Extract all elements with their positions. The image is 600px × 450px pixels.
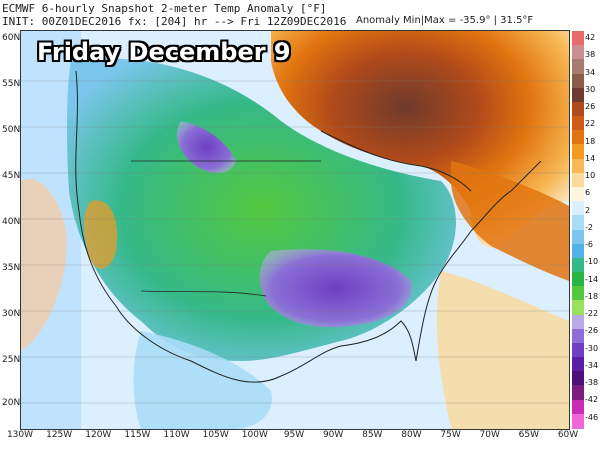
- latitude-label: 30N: [2, 309, 21, 319]
- header-anomaly-range: Anomaly Min|Max = -35.9° | 31.5°F: [356, 15, 534, 26]
- colorbar-swatch: [572, 314, 584, 330]
- colorbar-swatch: [572, 116, 584, 132]
- forecast-day-title: Friday December 9: [37, 38, 291, 66]
- graticule: [21, 80, 569, 404]
- mexico-anomaly: [133, 331, 272, 429]
- colorbar-swatch: [572, 201, 584, 217]
- longitude-label: 100W: [241, 430, 268, 440]
- longitude-label: 60W: [557, 430, 579, 440]
- colorbar-label: 38: [585, 50, 596, 60]
- colorbar-label: 6: [585, 188, 591, 198]
- longitude-label: 70W: [479, 430, 500, 440]
- longitude-label: 95W: [283, 430, 305, 440]
- longitude-label: 65W: [518, 430, 540, 440]
- map-canvas: [21, 31, 569, 429]
- latitude-label: 55N: [2, 79, 21, 89]
- colorbar-swatch: [572, 215, 584, 231]
- map-header: ECMWF 6-hourly Snapshot 2-meter Temp Ano…: [0, 0, 600, 30]
- colorbar-swatch: [572, 172, 584, 188]
- longitude-label: 115W: [124, 430, 151, 440]
- colorbar-label: 10: [585, 171, 596, 181]
- colorbar-label: 34: [585, 67, 596, 77]
- colorbar-label: -18: [585, 291, 599, 301]
- colorbar-label: 2: [585, 205, 591, 215]
- colorbar-swatch: [572, 371, 584, 387]
- longitude-label: 130W: [6, 430, 34, 440]
- longitude-label: 90W: [322, 430, 344, 440]
- southwest-warm-patch: [84, 200, 118, 269]
- header-init: INIT: 00Z01DEC2016 fx: [204] hr --> Fri …: [2, 15, 347, 28]
- colorbar-label: 14: [585, 153, 596, 163]
- header-title: ECMWF 6-hourly Snapshot 2-meter Temp Ano…: [2, 2, 327, 15]
- colorbar-label: -2: [585, 222, 593, 232]
- colorbar-label: -38: [585, 378, 599, 388]
- colorbar-swatch: [572, 101, 584, 117]
- colorbar-swatch: [572, 186, 584, 202]
- colorbar-swatch: [572, 130, 584, 146]
- colorbar-swatch: [572, 257, 584, 273]
- colorbar-label: 26: [585, 102, 596, 112]
- colorbar-swatch: [572, 300, 584, 316]
- colorbar-legend: 42 38 34 30 26 22 18 14 10 6 2 -2 -6 -10 -14 -18 -22 -26 -…: [572, 31, 599, 429]
- colorbar-label: -26: [585, 326, 599, 336]
- longitude-label: 120W: [85, 430, 112, 440]
- colorbar-swatch: [572, 59, 584, 75]
- atlantic-warm-anomaly: [451, 161, 569, 281]
- colorbar-label: -30: [585, 343, 599, 353]
- temperature-anomaly-map: [20, 30, 570, 430]
- longitude-label: 110W: [163, 430, 190, 440]
- colorbar-swatch: [572, 45, 584, 61]
- colorbar-swatch: [572, 243, 584, 259]
- longitude-label: 80W: [401, 430, 422, 440]
- colorbar-label: 42: [585, 33, 596, 42]
- colorbar-label: -22: [585, 309, 599, 319]
- colorbar-label: 18: [585, 136, 596, 146]
- gulf-cold-anomaly: [259, 249, 412, 328]
- longitude-label: 85W: [362, 430, 383, 440]
- colorbar-label: -10: [585, 257, 599, 267]
- colorbar-label: -42: [585, 395, 599, 405]
- colorbar-swatch: [572, 413, 584, 429]
- latitude-label: 60N: [2, 33, 21, 43]
- colorbar-swatch: [572, 158, 584, 174]
- colorbar-swatch: [572, 399, 584, 415]
- latitude-label: 20N: [2, 398, 21, 408]
- latitude-label: 45N: [2, 171, 21, 181]
- colorbar-label: 30: [585, 84, 596, 94]
- colorbar-swatch: [572, 385, 584, 401]
- colorbar-swatch: [572, 272, 584, 288]
- colorbar-swatch: [572, 87, 584, 103]
- latitude-label: 35N: [2, 263, 21, 273]
- longitude-label: 125W: [46, 430, 73, 440]
- colorbar-label: -6: [585, 240, 593, 250]
- colorbar-label: -14: [585, 274, 599, 284]
- colorbar-swatch: [572, 229, 584, 245]
- colorbar-swatch: [572, 144, 584, 160]
- colorbar-label: -34: [585, 360, 599, 370]
- colorbar-label: -46: [585, 412, 599, 422]
- colorbar-swatch: [572, 342, 584, 358]
- plains-cold-anomaly: [176, 121, 236, 173]
- latitude-label: 25N: [2, 355, 21, 365]
- colorbar-swatch: [572, 286, 584, 302]
- colorbar-label: 22: [585, 119, 596, 129]
- colorbar-swatch: [572, 328, 584, 344]
- latitude-label: 40N: [2, 217, 21, 227]
- colorbar-swatch: [572, 31, 584, 46]
- latitude-label: 50N: [2, 125, 21, 135]
- colorbar-swatch: [572, 357, 584, 373]
- coastlines: [75, 70, 542, 383]
- longitude-label: 75W: [440, 430, 461, 440]
- colorbar-swatch: [572, 73, 584, 89]
- longitude-label: 105W: [202, 430, 229, 440]
- atlantic-mild-anomaly: [436, 271, 569, 429]
